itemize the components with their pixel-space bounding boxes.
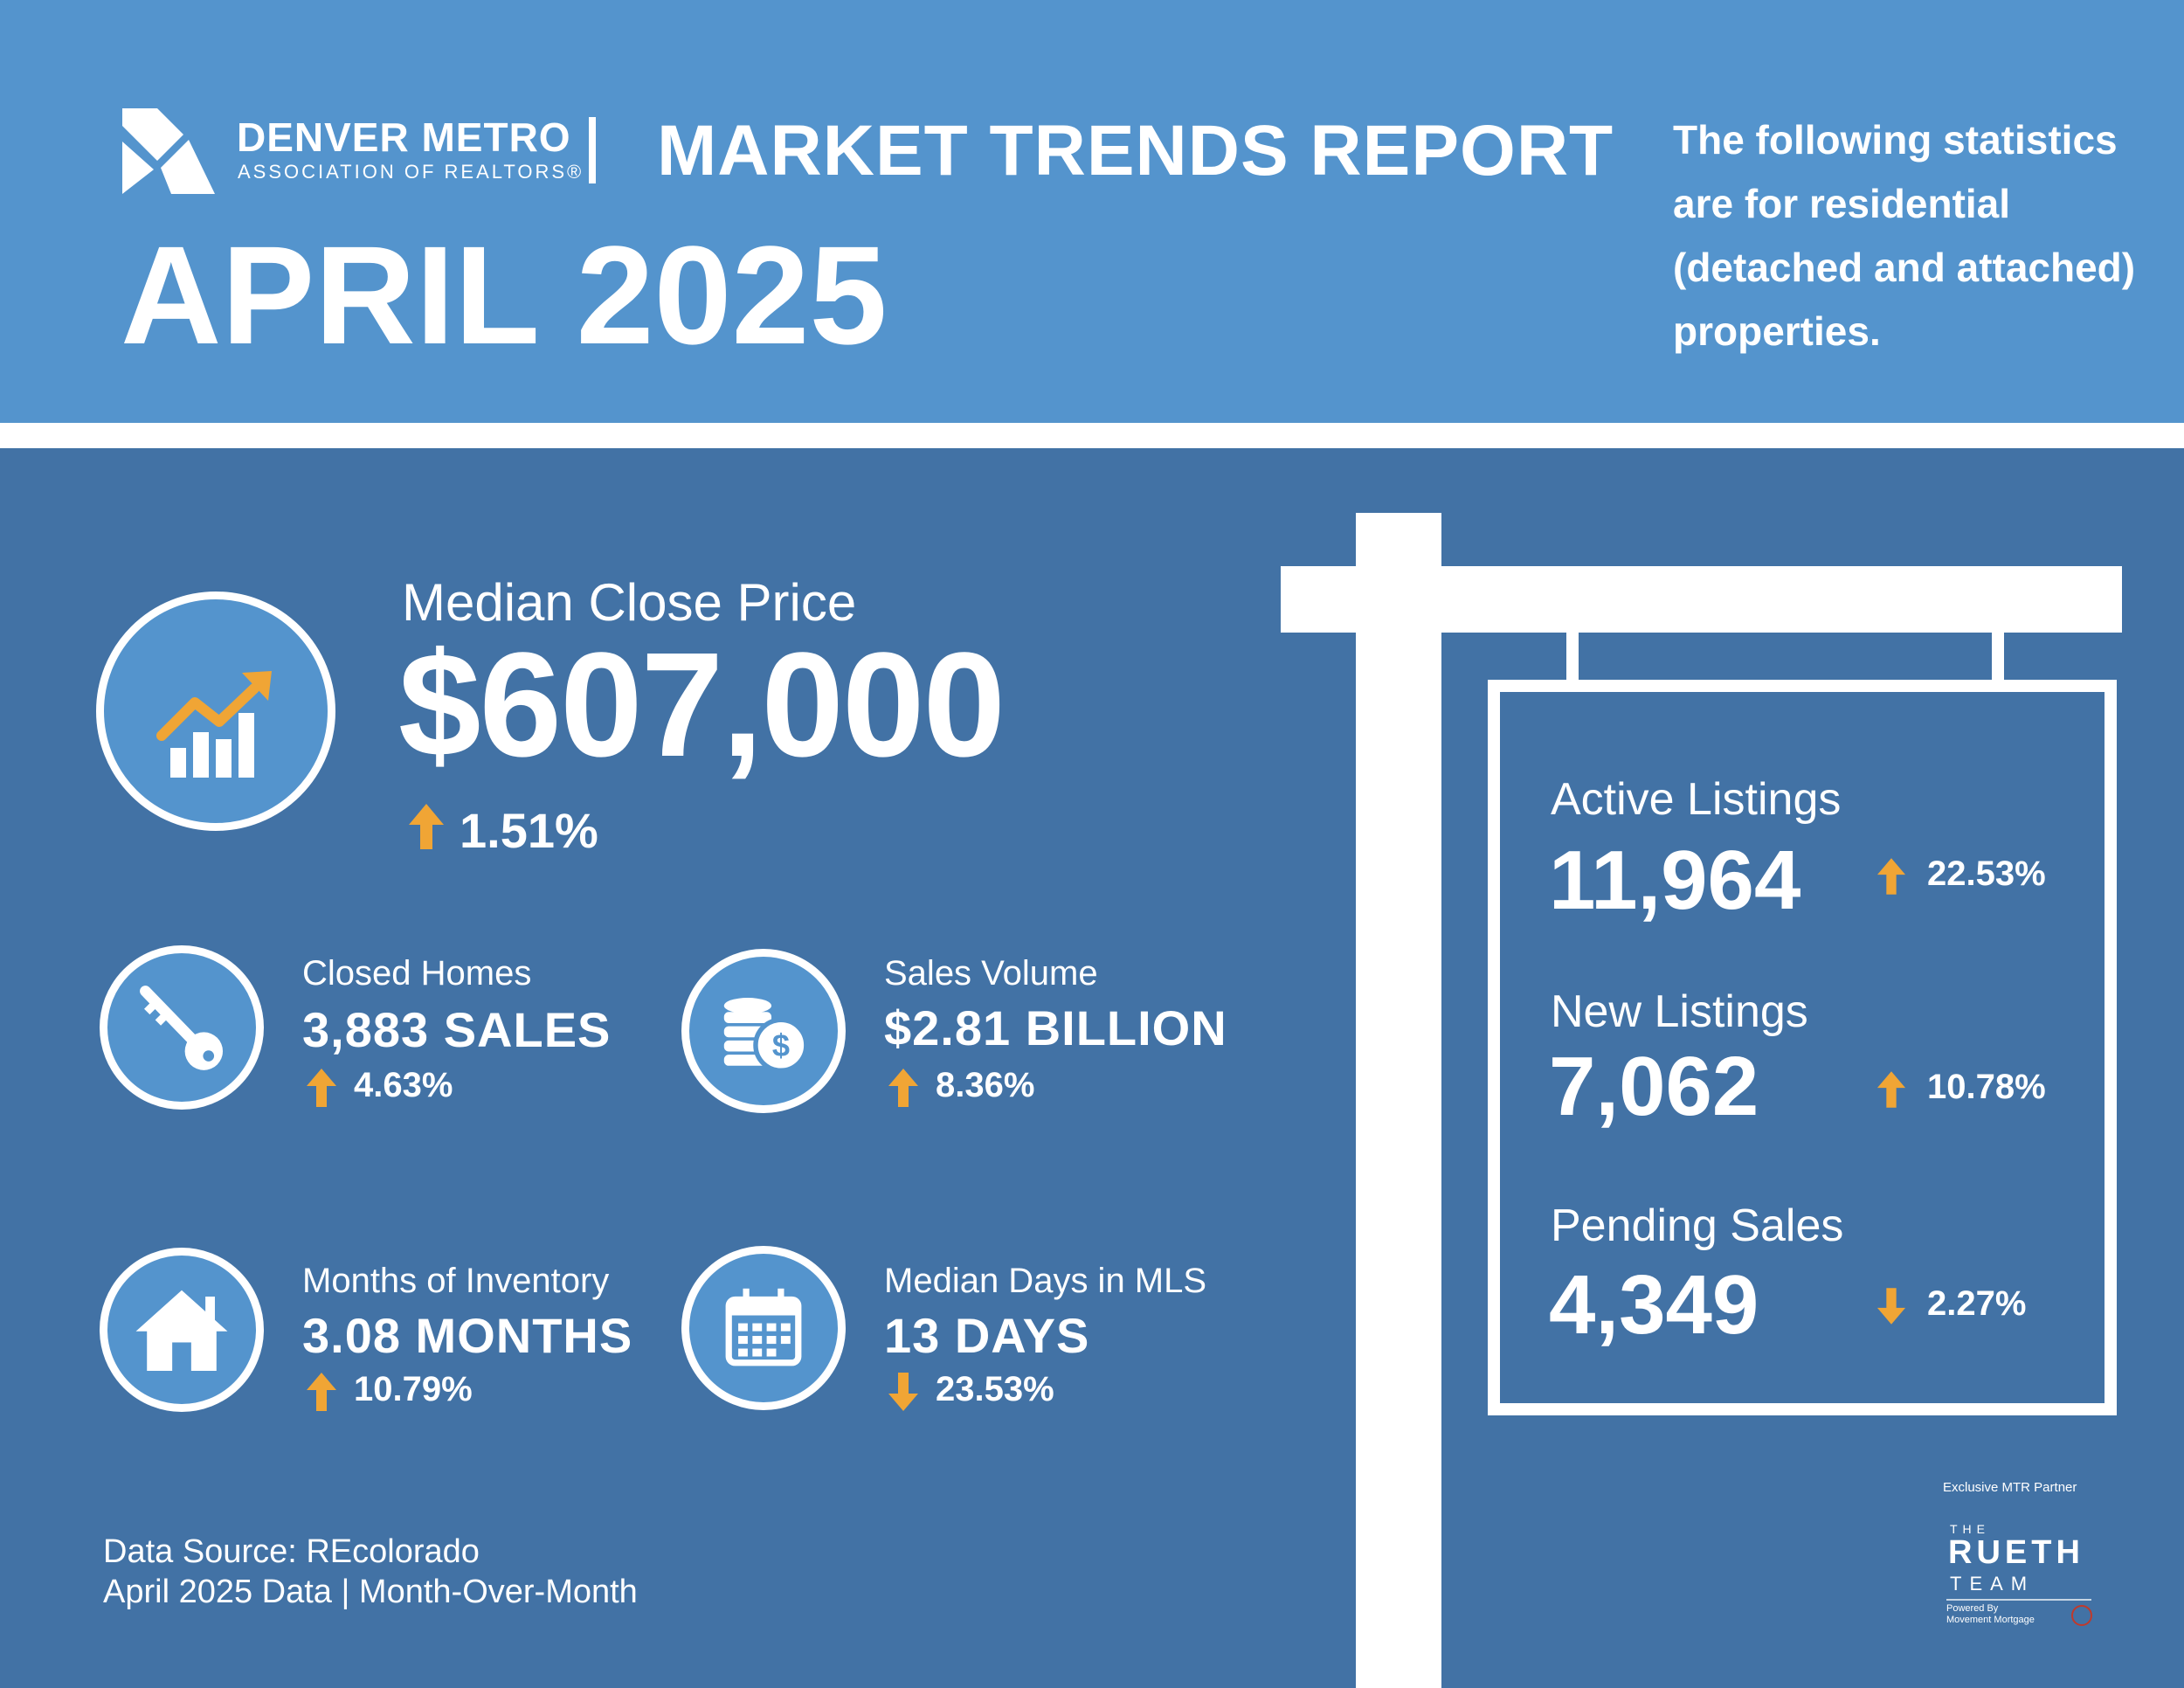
sign-arm (1281, 566, 2122, 633)
arrow-down-icon (1876, 1288, 1906, 1325)
report-title: MARKET TRENDS REPORT (657, 111, 1614, 190)
sales-volume-change-value: 8.36% (936, 1066, 1035, 1104)
sales-volume-value: $2.81 BILLION (884, 1000, 1227, 1055)
months-inventory-value: 3.08 MONTHS (302, 1308, 633, 1363)
rueth-logo-the: THE (1950, 1522, 1990, 1536)
data-period: April 2025 Data | Month-Over-Month (103, 1574, 638, 1610)
arrow-up-icon (1876, 858, 1906, 895)
header-divider (589, 117, 596, 183)
rueth-logo-name: RUETH (1948, 1534, 2084, 1571)
rueth-powered-by: Powered By Movement Mortgage (1946, 1603, 2035, 1625)
median-price-value: $607,000 (398, 622, 1006, 788)
key-icon (100, 945, 264, 1110)
days-in-mls-label: Median Days in MLS (884, 1262, 1207, 1300)
median-price-change-value: 1.51% (460, 803, 598, 858)
days-in-mls-change-value: 23.53% (936, 1370, 1054, 1408)
rueth-logo-team: TEAM (1950, 1573, 2035, 1595)
active-listings-value: 11,964 (1549, 834, 1801, 927)
movement-mortgage-logo-icon (2071, 1605, 2092, 1626)
org-name: DENVER METRO (237, 114, 571, 160)
active-listings-change-value: 22.53% (1927, 854, 2046, 893)
sign-hook-right (1992, 633, 2004, 683)
closed-homes-change-value: 4.63% (354, 1066, 453, 1104)
header-banner (0, 0, 2184, 423)
pending-sales-change-value: 2.27% (1927, 1284, 2027, 1323)
report-month: APRIL 2025 (121, 217, 888, 373)
arrow-up-icon (409, 804, 444, 849)
rising-chart-icon (96, 591, 335, 831)
arrow-up-icon (307, 1373, 336, 1411)
sales-volume-label: Sales Volume (884, 954, 1098, 993)
coins-icon: $ (681, 949, 846, 1113)
data-source: Data Source: REcolorado (103, 1533, 480, 1570)
new-listings-change-value: 10.78% (1927, 1068, 2046, 1106)
arrow-down-icon (888, 1373, 918, 1411)
sign-hook-left (1566, 633, 1579, 683)
arrow-up-icon (1876, 1071, 1906, 1108)
calendar-icon (681, 1246, 846, 1410)
days-in-mls-value: 13 DAYS (884, 1308, 1090, 1363)
rueth-logo-divider (1946, 1599, 2091, 1601)
header-note: The following statistics are for residen… (1673, 117, 2136, 354)
closed-homes-label: Closed Homes (302, 954, 532, 993)
new-listings-value: 7,062 (1549, 1040, 1759, 1133)
dmar-logo-icon (122, 108, 215, 194)
active-listings-label: Active Listings (1551, 774, 1842, 825)
months-inventory-label: Months of Inventory (302, 1262, 610, 1300)
arrow-up-icon (307, 1069, 336, 1107)
org-subtitle: ASSOCIATION OF REALTORS® (238, 161, 584, 183)
pending-sales-value: 4,349 (1549, 1258, 1759, 1352)
median-price-label: Median Close Price (402, 573, 857, 632)
new-listings-label: New Listings (1551, 986, 1808, 1037)
sign-post (1356, 513, 1441, 1688)
partner-note: Exclusive MTR Partner (1943, 1480, 2077, 1495)
house-icon (100, 1248, 264, 1412)
months-inventory-change-value: 10.79% (354, 1370, 473, 1408)
sign-board (1488, 680, 2117, 1415)
svg-text:$: $ (772, 1027, 790, 1063)
pending-sales-label: Pending Sales (1551, 1200, 1844, 1251)
closed-homes-value: 3,883 SALES (302, 1002, 612, 1057)
arrow-up-icon (888, 1069, 918, 1107)
